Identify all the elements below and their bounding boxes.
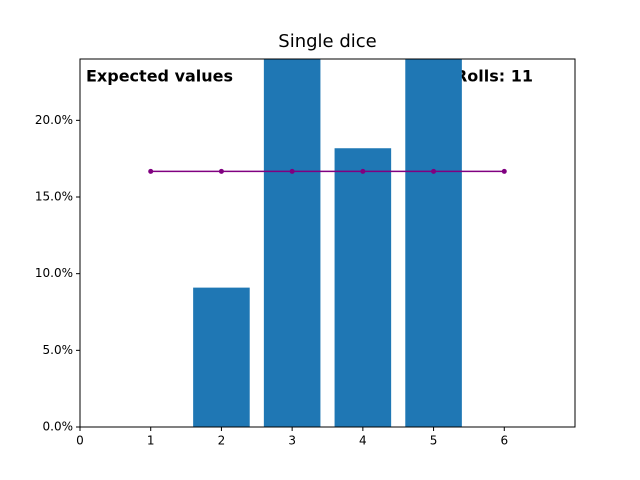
y-tick-label: 15.0% <box>35 190 73 204</box>
chart-title: Single dice <box>278 31 376 52</box>
axes-frame <box>79 58 576 428</box>
x-tick-label: 1 <box>147 434 155 448</box>
x-tick-label: 0 <box>76 434 84 448</box>
expected-point <box>501 168 507 174</box>
y-tick-label: 10.0% <box>35 266 73 280</box>
x-tick-label: 6 <box>500 434 508 448</box>
x-tick-label: 5 <box>430 434 438 448</box>
bar <box>334 148 392 427</box>
bar <box>263 59 321 427</box>
expected-point <box>218 168 224 174</box>
rolls-label: Rolls: 11 <box>455 67 533 86</box>
expected-point <box>289 168 295 174</box>
expected-point <box>148 168 154 174</box>
y-tick-label: 0.0% <box>43 420 74 434</box>
expected-label: Expected values <box>86 67 233 86</box>
x-tick-label: 2 <box>218 434 226 448</box>
x-tick-label: 4 <box>359 434 367 448</box>
bar <box>405 59 462 427</box>
y-tick-label: 20.0% <box>35 113 73 127</box>
expected-point <box>360 168 366 174</box>
plot-area: Expected values Rolls: 11 <box>86 59 533 427</box>
expected-point <box>431 168 437 174</box>
x-tick-label: 3 <box>288 434 296 448</box>
y-tick-label: 5.0% <box>43 343 74 357</box>
bar <box>193 287 250 427</box>
